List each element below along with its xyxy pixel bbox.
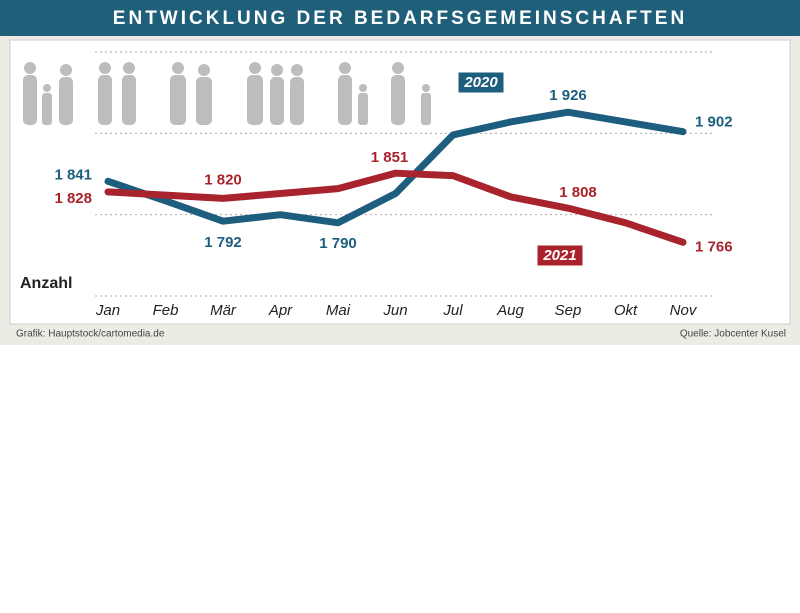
data-label: 1 902	[695, 114, 733, 131]
x-tick-label: Nov	[670, 302, 698, 319]
legend-box	[536, 244, 584, 267]
data-label: 1 808	[559, 184, 597, 201]
data-label: 1 766	[695, 238, 733, 255]
line	[104, 169, 687, 246]
legend-label: 2020	[463, 74, 498, 91]
x-tick-label: Jul	[442, 302, 463, 319]
legend-box	[457, 71, 505, 94]
x-tick-label: Jan	[95, 302, 120, 319]
data-label: 1 851	[371, 149, 409, 166]
line	[104, 108, 687, 227]
source-left: Grafik: Hauptstock/cartomedia.de	[16, 329, 165, 340]
source-right: Quelle: Jobcenter Kusel	[680, 329, 786, 340]
data-label: 1 820	[204, 171, 242, 188]
x-tick-label: Feb	[153, 302, 179, 319]
y-axis-label: Anzahl	[20, 275, 72, 292]
data-label: 1 828	[54, 190, 92, 207]
chart-title: ENTWICKLUNG DER BEDARFSGEMEINSCHAFTEN	[113, 8, 687, 29]
people-icons	[23, 62, 431, 125]
data-label: 1 926	[549, 87, 587, 104]
x-tick-label: Aug	[496, 302, 524, 319]
x-tick-label: Jun	[382, 302, 407, 319]
data-label: 1 790	[319, 235, 357, 252]
x-tick-label: Okt	[614, 302, 638, 319]
x-tick-label: Mai	[326, 302, 351, 319]
x-tick-label: Apr	[268, 302, 293, 319]
header-bar	[0, 0, 800, 36]
x-tick-label: Mär	[210, 302, 237, 319]
data-label: 1 792	[204, 234, 242, 251]
data-label: 1 841	[54, 166, 92, 183]
legend-label: 2021	[542, 247, 576, 264]
x-tick-label: Sep	[555, 302, 582, 319]
